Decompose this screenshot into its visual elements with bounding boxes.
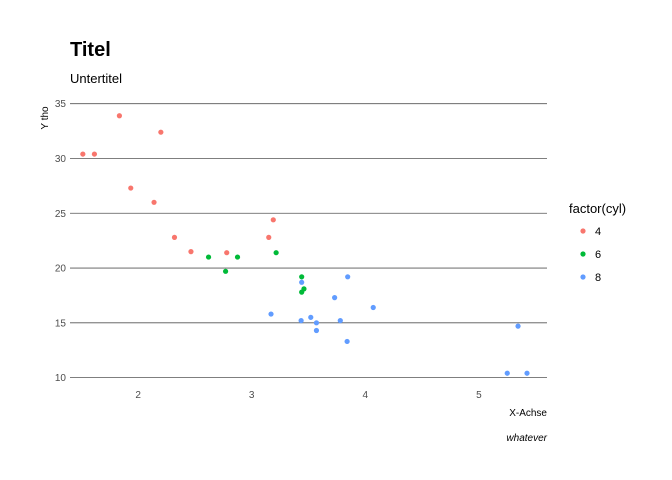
point-cyl8-10 [344,338,350,345]
y-tick-label-35: 35 [55,99,67,110]
point-cyl4-10 [224,250,230,256]
point-cyl4-9 [80,151,86,157]
legend-key-8 [580,274,586,280]
grid-lines [70,103,547,379]
y-tick-label-25: 25 [55,209,67,220]
point-cyl8-5 [504,370,510,376]
legend-label-4: 4 [595,226,601,238]
point-cyl8-13 [313,320,320,326]
chart-caption: whatever [506,433,547,444]
point-cyl4-1 [270,217,276,223]
point-cyl6-2 [273,250,279,256]
point-cyl8-3 [332,295,338,301]
data-points [80,113,530,376]
point-cyl4-5 [116,113,123,119]
point-cyl8-7 [515,323,521,329]
point-cyl8-9 [298,318,304,324]
legend-items: 4 6 8 [580,226,601,284]
point-cyl6-6 [222,268,229,274]
point-cyl8-1 [313,327,320,334]
point-cyl8-2 [370,304,376,311]
point-cyl8-0 [299,279,305,285]
legend-key-6 [580,251,586,257]
x-tick-label-3: 3 [249,390,255,401]
y-tick-label-10: 10 [55,373,67,384]
point-cyl6-0 [205,254,212,260]
y-axis-label: Y tho [40,106,51,130]
point-cyl8-12 [268,311,274,317]
legend-key-4 [580,228,586,234]
y-tick-label-15: 15 [55,318,67,329]
x-tick-label-4: 4 [363,390,369,401]
legend-title: factor(cyl) [569,201,626,216]
point-cyl4-7 [128,185,134,191]
y-tick-labels: 10 15 20 25 30 35 [55,99,67,384]
legend-label-6: 6 [595,249,601,261]
point-cyl4-4 [91,151,98,157]
chart-title: Titel [70,39,111,61]
point-cyl4-0 [171,234,178,240]
x-axis-label: X-Achse [509,408,547,419]
point-cyl6-4 [299,274,305,280]
point-cyl6-5 [299,289,305,295]
y-tick-label-30: 30 [55,154,67,165]
x-tick-labels: 2 3 4 5 [135,390,482,401]
legend-label-8: 8 [595,272,601,284]
point-cyl4-3 [158,129,164,135]
y-tick-label-20: 20 [55,264,67,275]
point-cyl4-2 [266,234,272,240]
chart-subtitle: Untertitel [70,71,122,86]
point-cyl8-6 [524,370,530,376]
point-cyl6-1 [234,254,241,260]
x-tick-label-5: 5 [476,390,482,401]
point-cyl4-8 [151,199,157,205]
point-cyl8-4 [337,318,343,324]
x-tick-label-2: 2 [135,390,141,401]
legend: factor(cyl) 4 6 8 [569,201,626,284]
point-cyl4-6 [188,249,194,255]
point-cyl8-8 [308,314,314,320]
point-cyl8-11 [345,274,351,280]
